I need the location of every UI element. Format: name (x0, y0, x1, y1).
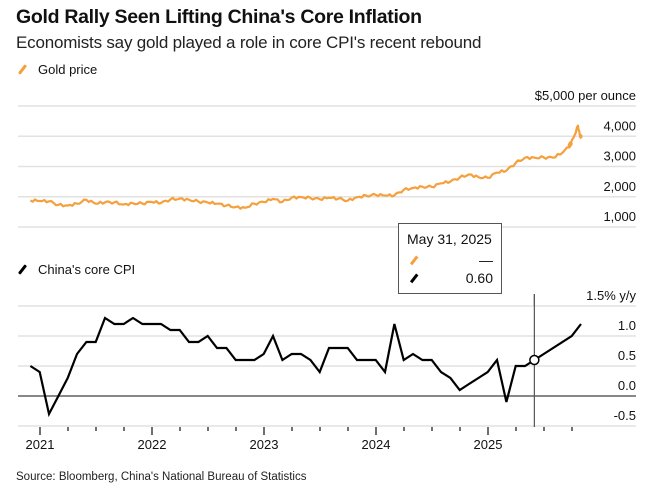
cpi-y-tick-label: -0.5 (614, 408, 636, 423)
x-tick-label: 2022 (138, 437, 167, 452)
gold-y-tick-label: 3,000 (603, 149, 636, 164)
tooltip: May 31, 2025 — 0.60 (398, 223, 502, 294)
chart-title: Gold Rally Seen Lifting China's Core Inf… (16, 6, 422, 28)
cpi-y-tick-label: 0.0 (618, 378, 636, 393)
tooltip-cpi-value: 0.60 (465, 270, 493, 286)
tooltip-date: May 31, 2025 (407, 231, 492, 247)
x-tick-label: 2025 (474, 437, 503, 452)
gold-line-swatch-icon (409, 255, 419, 265)
tooltip-row-cpi: 0.60 (399, 270, 493, 288)
x-tick-label: 2024 (362, 437, 391, 452)
tooltip-row-gold: — (399, 252, 493, 270)
x-tick-label: 2021 (26, 437, 55, 452)
legend-gold: Gold price (17, 62, 97, 77)
cpi-gridlines (18, 305, 636, 427)
cpi-y-tick-label: 1.5% y/y (586, 288, 636, 303)
chart-subtitle: Economists say gold played a role in cor… (16, 33, 482, 52)
gold-y-tick-label: $5,000 per ounce (535, 88, 636, 103)
cpi-line-swatch-icon (409, 273, 419, 283)
gold-y-axis-labels: $5,000 per ounce 4,000 3,000 2,000 1,000 (535, 88, 636, 224)
tooltip-gold-value: — (479, 252, 493, 268)
legend-cpi: China's core CPI (17, 262, 135, 277)
cpi-y-tick-label: 1.0 (618, 318, 636, 333)
cpi-y-axis-labels: 1.5% y/y 1.0 0.5 0.0 -0.5 (586, 288, 636, 423)
x-axis: 2021 2022 2023 2024 2025 (26, 427, 573, 452)
x-tick-label: 2023 (250, 437, 279, 452)
highlight-point[interactable] (529, 354, 540, 366)
cpi-y-tick-label: 0.5 (618, 348, 636, 363)
legend-cpi-label: China's core CPI (38, 262, 136, 277)
gold-y-tick-label: 1,000 (603, 209, 636, 224)
gold-y-tick-label: 4,000 (603, 118, 636, 133)
gold-y-tick-label: 2,000 (603, 179, 636, 194)
gold-price-line (29, 124, 583, 210)
source-note: Source: Bloomberg, China's National Bure… (16, 471, 307, 483)
legend-gold-label: Gold price (38, 62, 98, 77)
core-cpi-line (29, 316, 582, 418)
gold-gridlines (18, 105, 636, 228)
